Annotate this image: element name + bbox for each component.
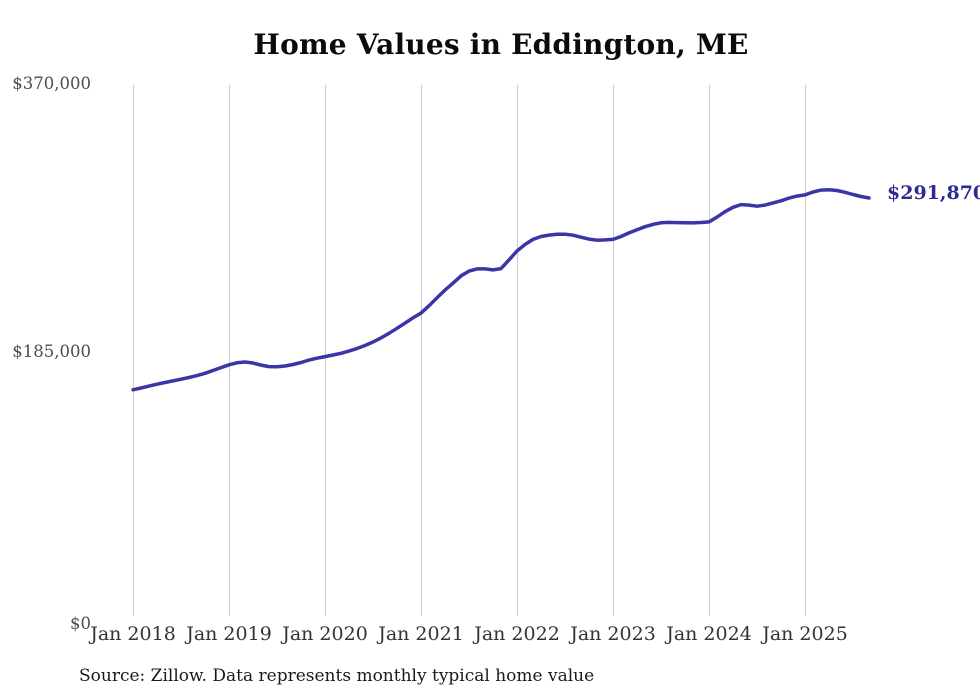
latest-value-label: $291,870 [887, 182, 980, 204]
x-tick-label-jan-2021: Jan 2021 [378, 623, 464, 645]
y-axis-label-min: $0 [70, 614, 91, 633]
x-tick-label-jan-2020: Jan 2020 [282, 623, 368, 645]
y-axis-label-mid: $185,000 [12, 342, 91, 361]
x-tick-label-jan-2023: Jan 2023 [570, 623, 656, 645]
x-tick-label-jan-2022: Jan 2022 [474, 623, 560, 645]
x-tick-label-jan-2018: Jan 2018 [90, 623, 176, 645]
x-tick-label-jan-2024: Jan 2024 [666, 623, 752, 645]
y-axis-label-max: $370,000 [12, 74, 91, 93]
chart-title: Home Values in Eddington, ME [253, 28, 749, 61]
source-note: Source: Zillow. Data represents monthly … [79, 666, 595, 686]
x-tick-label-jan-2019: Jan 2019 [186, 623, 272, 645]
home-value-line [131, 188, 871, 392]
x-tick-label-jan-2025: Jan 2025 [762, 623, 848, 645]
